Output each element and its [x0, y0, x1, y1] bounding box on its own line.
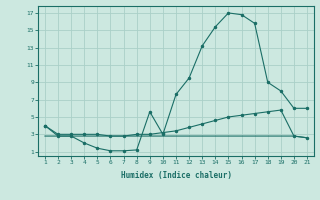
X-axis label: Humidex (Indice chaleur): Humidex (Indice chaleur) — [121, 171, 231, 180]
